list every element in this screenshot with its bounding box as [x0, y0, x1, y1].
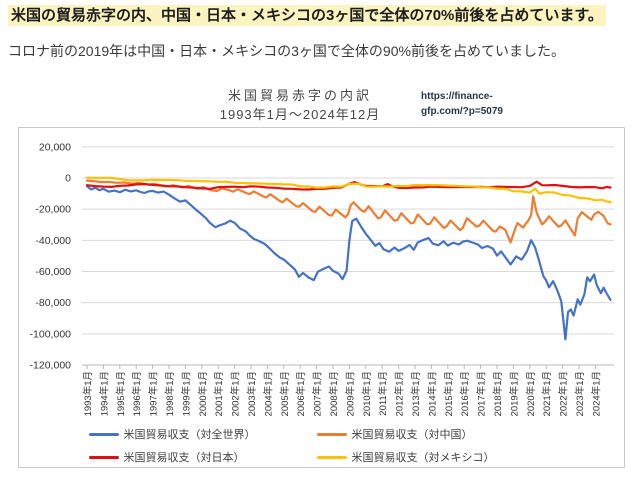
svg-text:1996年1月: 1996年1月 — [131, 371, 143, 416]
svg-text:2003年1月: 2003年1月 — [246, 371, 258, 416]
chart-source-url: https://finance- gfp.com/?p=5079 — [421, 89, 503, 119]
svg-text:1997年1月: 1997年1月 — [148, 371, 160, 416]
svg-text:-60,000: -60,000 — [35, 266, 71, 278]
svg-text:2017年1月: 2017年1月 — [476, 371, 488, 416]
legend-swatch-world-line — [88, 432, 119, 436]
svg-text:2000年1月: 2000年1月 — [197, 371, 209, 416]
svg-text:2022年1月: 2022年1月 — [558, 371, 570, 416]
legend-swatch-mexico-line — [316, 455, 347, 459]
svg-text:2004年1月: 2004年1月 — [262, 371, 274, 416]
legend-item-mexico: 米国貿易収支（対メキシコ） — [316, 449, 555, 465]
trade-deficit-chart: 20,000 0 -20,000 -40,000 -60,000 -80,000 -100,… — [18, 127, 625, 468]
svg-text:2020年1月: 2020年1月 — [525, 371, 537, 416]
svg-text:2005年1月: 2005年1月 — [279, 371, 291, 416]
svg-text:2016年1月: 2016年1月 — [459, 371, 471, 416]
svg-text:2013年1月: 2013年1月 — [410, 371, 422, 416]
svg-text:0: 0 — [65, 173, 71, 185]
chart-title-line1: 米国貿易赤字の内訳 — [227, 88, 372, 103]
svg-text:2008年1月: 2008年1月 — [328, 371, 340, 416]
svg-text:2014年1月: 2014年1月 — [426, 371, 438, 416]
svg-text:2012年1月: 2012年1月 — [394, 371, 406, 416]
line-chart-plot: 20,000 0 -20,000 -40,000 -60,000 -80,000 -100,… — [30, 141, 614, 416]
legend-item-china: 米国貿易収支（対中国） — [316, 426, 555, 442]
legend-item-world: 米国貿易収支（対全世界） — [88, 426, 317, 442]
legend-item-japan: 米国貿易収支（対日本） — [88, 449, 317, 465]
legend-label-japan: 米国貿易収支（対日本） — [123, 452, 245, 464]
svg-text:-80,000: -80,000 — [35, 297, 71, 309]
svg-text:2010年1月: 2010年1月 — [361, 371, 373, 416]
svg-text:2009年1月: 2009年1月 — [344, 371, 356, 416]
svg-text:1993年1月: 1993年1月 — [82, 371, 94, 416]
legend-label-china: 米国貿易収支（対中国） — [351, 429, 473, 441]
svg-text:2011年1月: 2011年1月 — [377, 371, 389, 416]
svg-text:2023年1月: 2023年1月 — [574, 371, 586, 416]
svg-text:2001年1月: 2001年1月 — [213, 371, 225, 416]
legend-swatch-china-line — [316, 432, 347, 436]
svg-text:-100,000: -100,000 — [30, 328, 72, 340]
svg-text:2021年1月: 2021年1月 — [541, 371, 553, 416]
headline-highlighted-text: 米国の貿易赤字の内、中国・日本・メキシコの3ヶ国で全体の70%前後を占めています… — [8, 5, 606, 26]
headline: 米国の貿易赤字の内、中国・日本・メキシコの3ヶ国で全体の70%前後を占めています… — [8, 5, 636, 27]
svg-text:20,000: 20,000 — [39, 141, 71, 153]
svg-text:2024年1月: 2024年1月 — [590, 371, 602, 416]
svg-text:2015年1月: 2015年1月 — [443, 371, 455, 416]
svg-text:2006年1月: 2006年1月 — [295, 371, 307, 416]
subheadline: コロナ前の2019年は中国・日本・メキシコの3ヶ国で全体の90%前後を占めていま… — [8, 43, 565, 59]
svg-text:1994年1月: 1994年1月 — [98, 371, 110, 416]
legend-label-world: 米国貿易収支（対全世界） — [123, 429, 256, 441]
svg-text:2018年1月: 2018年1月 — [492, 371, 504, 416]
svg-text:1999年1月: 1999年1月 — [180, 371, 192, 416]
svg-text:-40,000: -40,000 — [35, 235, 71, 247]
chart-title: 米国貿易赤字の内訳 1993年1月～2024年12月 — [178, 86, 422, 124]
svg-text:-20,000: -20,000 — [35, 204, 71, 216]
legend-label-mexico: 米国貿易収支（対メキシコ） — [351, 452, 495, 464]
chart-source-url-line1: https://finance- — [421, 91, 493, 102]
svg-text:1995年1月: 1995年1月 — [115, 371, 127, 416]
svg-text:-120,000: -120,000 — [30, 360, 72, 372]
chart-legend: 米国貿易収支（対全世界） 米国貿易収支（対中国） 米国貿易収支（対日本） 米国貿… — [19, 426, 624, 465]
chart-source-url-line2: gfp.com/?p=5079 — [421, 106, 503, 117]
svg-text:2007年1月: 2007年1月 — [312, 371, 324, 416]
svg-text:2019年1月: 2019年1月 — [508, 371, 520, 416]
legend-swatch-japan-line — [88, 455, 119, 459]
chart-title-line2: 1993年1月～2024年12月 — [219, 107, 381, 122]
svg-text:2002年1月: 2002年1月 — [230, 371, 242, 416]
svg-text:1998年1月: 1998年1月 — [164, 371, 176, 416]
